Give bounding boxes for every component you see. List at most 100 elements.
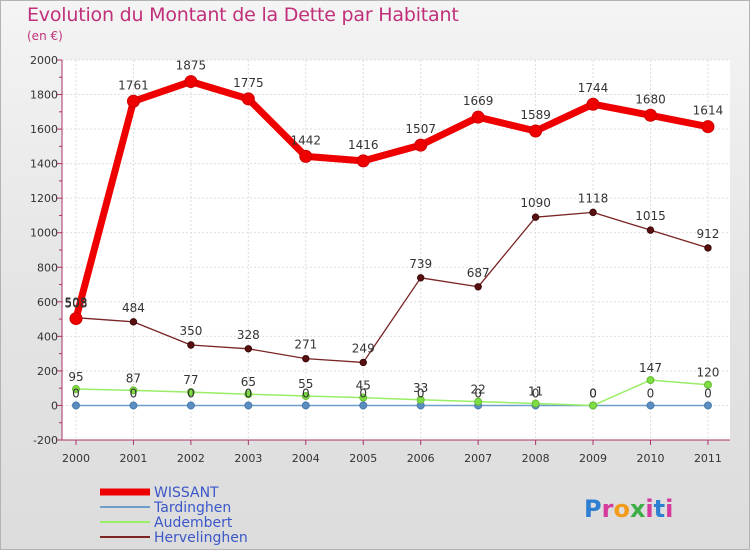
data-label-audembert: 147 xyxy=(639,361,662,375)
x-tick-label: 2007 xyxy=(464,452,492,465)
series-line-wissant xyxy=(72,78,712,323)
data-label-hervelinghen: 912 xyxy=(696,227,719,241)
logo-letter: x xyxy=(630,495,646,523)
data-label-tardinghen: 0 xyxy=(474,386,482,400)
data-point-audembert xyxy=(474,397,483,406)
data-point-wissant xyxy=(414,138,428,152)
logo-letter: o xyxy=(613,495,630,523)
data-label-audembert: 0 xyxy=(589,386,597,400)
data-point-wissant xyxy=(299,149,313,163)
data-point-audembert xyxy=(703,380,712,389)
logo-letter: P xyxy=(584,495,602,523)
data-point-hervelinghen xyxy=(474,283,482,291)
data-label-audembert: 77 xyxy=(183,373,198,387)
data-label-audembert: 87 xyxy=(126,371,141,385)
data-point-tardinghen xyxy=(186,401,195,410)
data-point-audembert xyxy=(72,385,80,394)
data-label-tardinghen: 0 xyxy=(359,386,367,400)
data-point-tardinghen xyxy=(301,401,310,410)
data-label-hervelinghen: 328 xyxy=(237,328,260,342)
data-label-hervelinghen: 739 xyxy=(409,257,432,271)
data-label-tardinghen: 0 xyxy=(589,386,597,400)
x-tick-label: 2000 xyxy=(62,452,90,465)
y-tick-label: 800 xyxy=(37,261,58,274)
data-point-tardinghen xyxy=(703,401,712,410)
data-point-wissant xyxy=(586,97,600,111)
data-label-audembert: 120 xyxy=(696,366,719,380)
data-point-audembert xyxy=(359,393,368,402)
x-tick-label: 2005 xyxy=(349,452,377,465)
data-point-audembert xyxy=(186,388,195,397)
y-tick-label: 1400 xyxy=(30,158,58,171)
chart-title: Evolution du Montant de la Dette par Hab… xyxy=(27,4,459,26)
data-label-wissant: 1669 xyxy=(463,94,494,108)
data-label-audembert: 55 xyxy=(298,377,313,391)
data-point-hervelinghen xyxy=(704,244,712,252)
data-label-wissant: 503 xyxy=(65,296,88,310)
data-point-hervelinghen xyxy=(244,345,253,353)
series-wissant xyxy=(69,75,715,326)
data-label-tardinghen: 0 xyxy=(245,386,253,400)
data-label-audembert: 95 xyxy=(68,370,83,384)
data-point-tardinghen xyxy=(359,401,368,410)
x-tick-label: 2010 xyxy=(637,452,665,465)
data-point-hervelinghen xyxy=(589,208,597,217)
legend-label-tardinghen: Tardinghen xyxy=(153,500,231,516)
data-point-wissant xyxy=(126,94,140,108)
data-label-tardinghen: 0 xyxy=(647,386,655,400)
x-tick-label: 2006 xyxy=(407,452,435,465)
y-tick-label: 600 xyxy=(37,296,58,309)
data-label-tardinghen: 0 xyxy=(417,386,425,400)
data-point-audembert xyxy=(244,390,253,399)
y-tick-label: 1800 xyxy=(30,89,58,102)
series-line-hervelinghen xyxy=(75,211,709,364)
x-tick-label: 2009 xyxy=(579,452,607,465)
data-label-wissant: 1875 xyxy=(176,59,207,73)
legend-label-audembert: Audembert xyxy=(154,515,233,531)
data-label-wissant: 1614 xyxy=(693,104,724,118)
data-label-hervelinghen: 350 xyxy=(179,324,202,338)
data-point-wissant xyxy=(184,75,198,89)
y-tick-label: 2000 xyxy=(30,54,58,67)
data-label-hervelinghen: 249 xyxy=(352,341,375,355)
data-point-audembert xyxy=(416,395,425,404)
proxiti-logo: Proxiti xyxy=(584,495,673,523)
data-label-audembert: 11 xyxy=(528,385,543,399)
legend-label-wissant: WISSANT xyxy=(154,485,219,501)
data-point-wissant xyxy=(701,120,715,134)
data-label-wissant: 1442 xyxy=(291,133,322,147)
data-point-hervelinghen xyxy=(531,213,540,221)
data-label-hervelinghen: 1118 xyxy=(578,191,609,205)
data-label-wissant: 1416 xyxy=(348,138,379,152)
legend-label-hervelinghen: Hervelinghen xyxy=(154,530,248,546)
data-point-audembert xyxy=(301,391,310,400)
data-point-hervelinghen xyxy=(129,318,138,326)
data-point-hervelinghen xyxy=(417,274,425,282)
data-label-tardinghen: 0 xyxy=(72,386,80,400)
data-label-audembert: 22 xyxy=(471,383,486,397)
data-point-hervelinghen xyxy=(302,354,310,363)
data-label-wissant: 1775 xyxy=(233,76,264,90)
data-label-tardinghen: 0 xyxy=(704,386,712,400)
data-label-audembert: 45 xyxy=(356,379,371,393)
data-point-wissant xyxy=(529,124,543,138)
plot-area xyxy=(62,60,730,440)
y-tick-label: 200 xyxy=(37,365,58,378)
x-tick-label: 2004 xyxy=(292,452,320,465)
data-point-hervelinghen xyxy=(646,226,655,234)
logo-letter: r xyxy=(602,495,614,523)
logo-letter: t xyxy=(654,495,665,523)
data-label-hervelinghen: 1015 xyxy=(635,209,666,223)
series-line-audembert xyxy=(75,379,709,407)
logo-letter: i xyxy=(645,495,653,523)
data-label-tardinghen: 0 xyxy=(302,386,310,400)
data-point-wissant xyxy=(69,312,83,326)
data-point-hervelinghen xyxy=(187,341,195,349)
data-point-hervelinghen xyxy=(359,358,367,367)
y-tick-label: 0 xyxy=(51,399,58,412)
data-label-wissant: 1507 xyxy=(405,122,436,136)
data-label-audembert: 33 xyxy=(413,381,428,395)
data-point-audembert xyxy=(531,399,540,408)
x-tick-label: 2003 xyxy=(234,452,262,465)
